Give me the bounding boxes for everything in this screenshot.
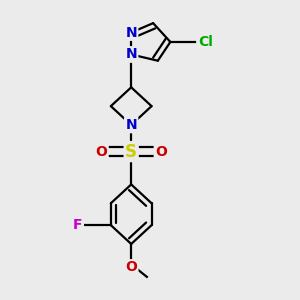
Text: Cl: Cl bbox=[199, 35, 213, 49]
Text: S: S bbox=[125, 142, 137, 160]
Text: O: O bbox=[95, 145, 107, 159]
Text: N: N bbox=[125, 118, 137, 132]
Text: O: O bbox=[125, 260, 137, 274]
Text: N: N bbox=[125, 47, 137, 61]
Text: O: O bbox=[155, 145, 167, 159]
Text: F: F bbox=[73, 218, 83, 232]
Text: N: N bbox=[125, 26, 137, 40]
